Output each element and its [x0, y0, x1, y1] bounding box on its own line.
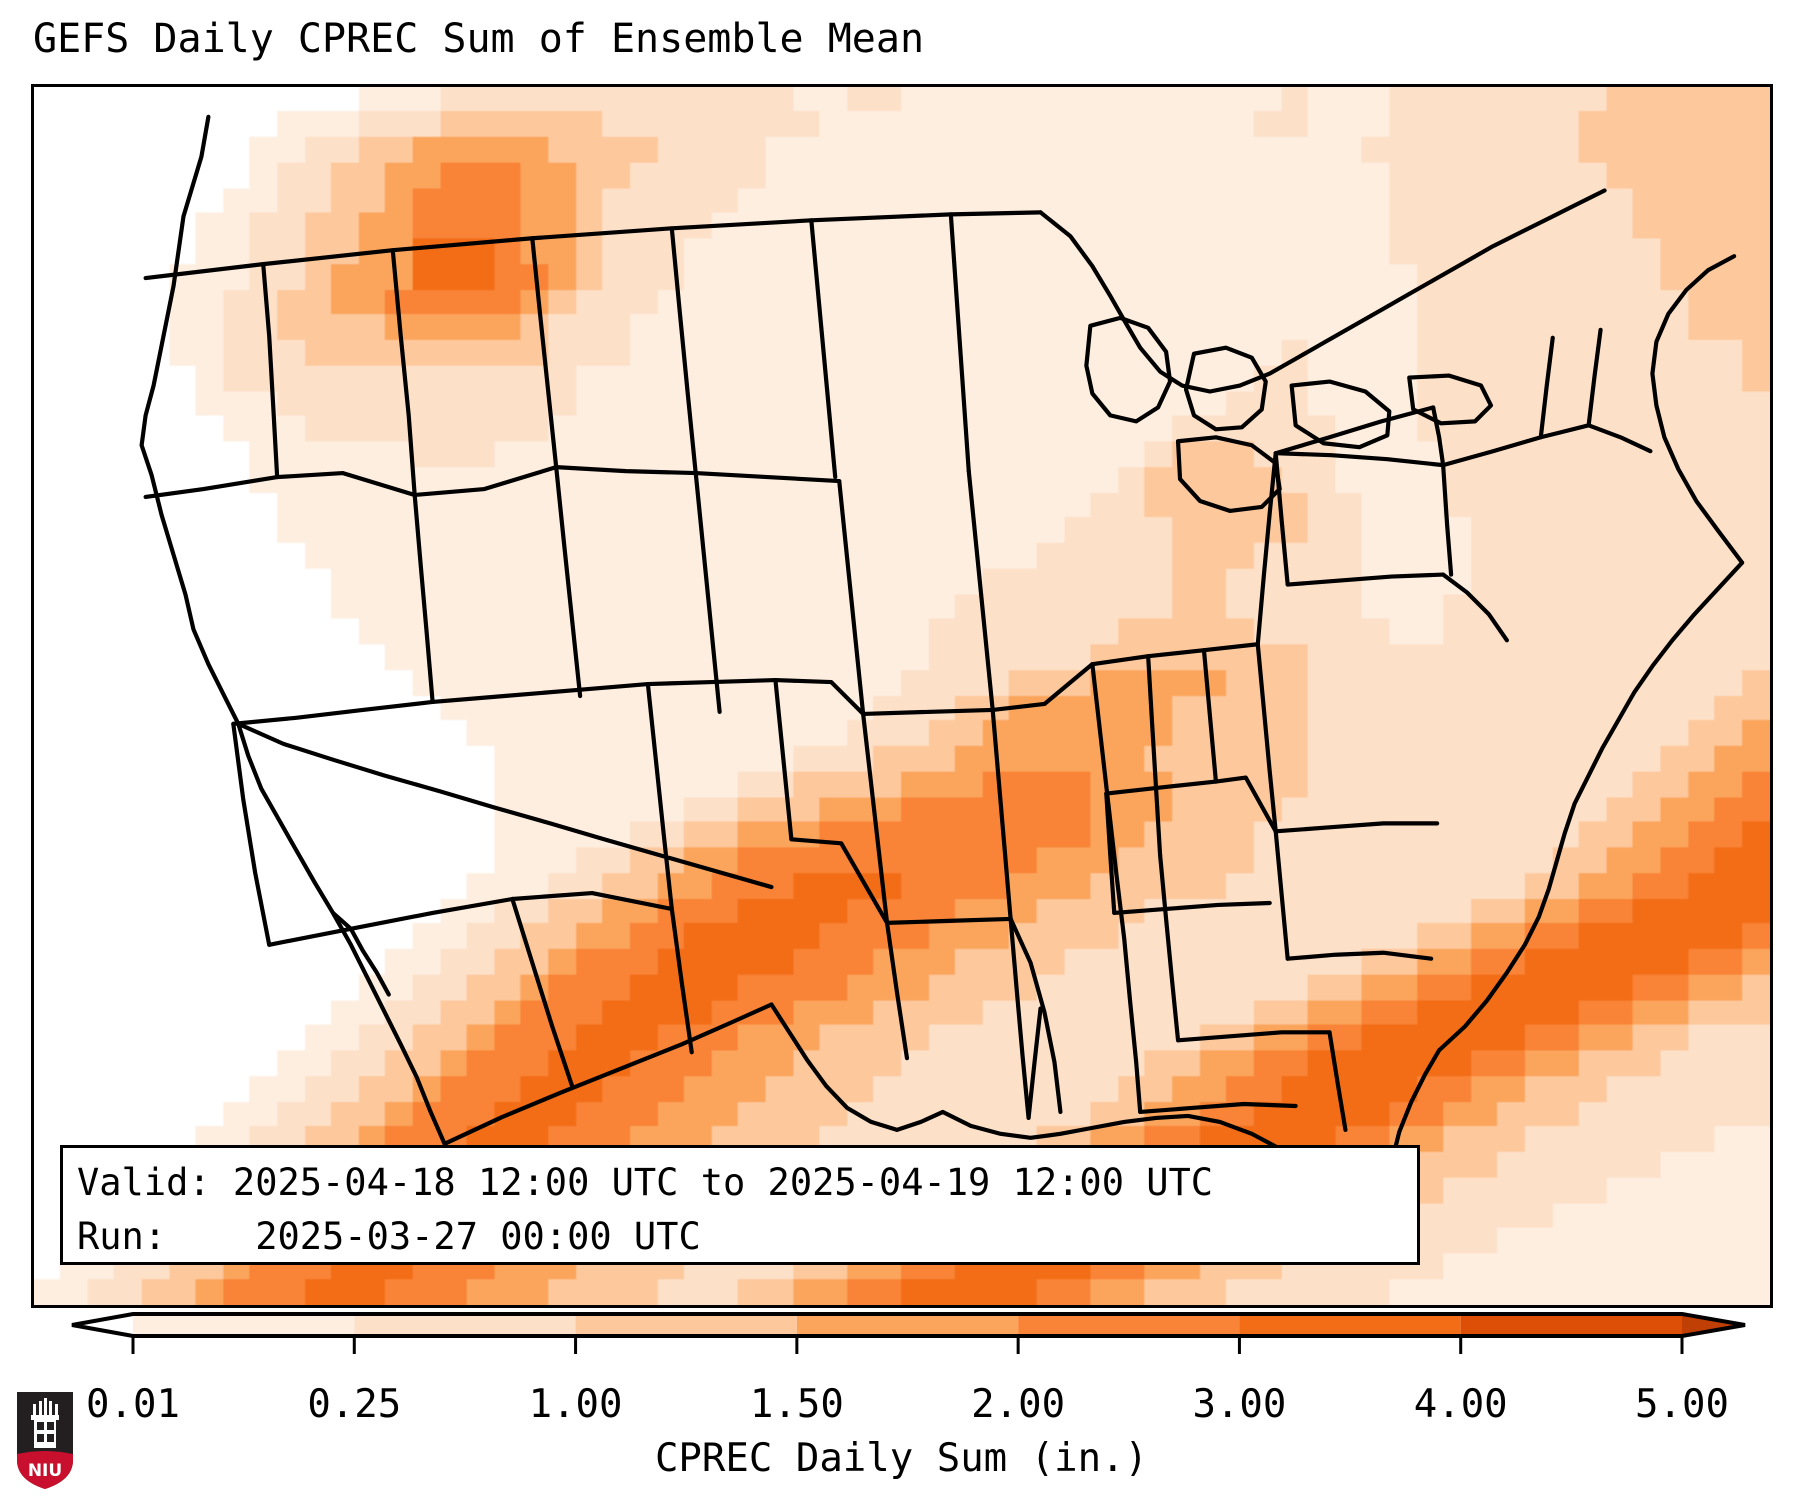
- niu-logo-text: NIU: [28, 1461, 62, 1481]
- colorbar-band: [1460, 1314, 1682, 1336]
- run-time-text: Run: 2025-03-27 00:00 UTC: [77, 1215, 701, 1258]
- colorbar-under-arrow: [72, 1314, 133, 1336]
- colorbar-band: [133, 1314, 355, 1336]
- precipitation-grid: [34, 87, 1770, 1305]
- colorbar-band: [796, 1314, 1019, 1336]
- niu-logo: NIU: [17, 1392, 73, 1489]
- colorbar-tick-label: 1.00: [528, 1382, 623, 1427]
- forecast-info-box: Valid: 2025-04-18 12:00 UTC to 2025-04-1…: [60, 1145, 1420, 1265]
- colorbar-band: [354, 1314, 576, 1336]
- colorbar-band: [1018, 1314, 1240, 1336]
- colorbar-tick-label: 0.25: [307, 1382, 402, 1427]
- colorbar-over-arrow: [1682, 1314, 1745, 1336]
- colorbar-tick-labels: 0.01 0.25 1.00 1.50 2.00 3.00 4.00 5.00: [0, 1382, 1803, 1430]
- colorbar-tick-label: 0.01: [86, 1382, 180, 1427]
- colorbar-tick-label: 3.00: [1192, 1382, 1287, 1427]
- colorbar-tick-label: 1.50: [749, 1382, 844, 1427]
- colorbar-tick-label: 5.00: [1635, 1382, 1729, 1427]
- colorbar-tick-label: 2.00: [971, 1382, 1066, 1427]
- map-panel[interactable]: [31, 84, 1773, 1308]
- colorbar-title: CPREC Daily Sum (in.): [654, 1436, 1149, 1481]
- colorbar-band: [575, 1314, 797, 1336]
- colorbar[interactable]: [0, 1312, 1803, 1362]
- valid-time-text: Valid: 2025-04-18 12:00 UTC to 2025-04-1…: [77, 1161, 1214, 1204]
- colorbar-tick-label: 4.00: [1413, 1382, 1508, 1427]
- colorbar-swatches: [71, 1312, 1746, 1354]
- colorbar-band: [1239, 1314, 1461, 1336]
- page-title: GEFS Daily CPREC Sum of Ensemble Mean: [33, 16, 925, 62]
